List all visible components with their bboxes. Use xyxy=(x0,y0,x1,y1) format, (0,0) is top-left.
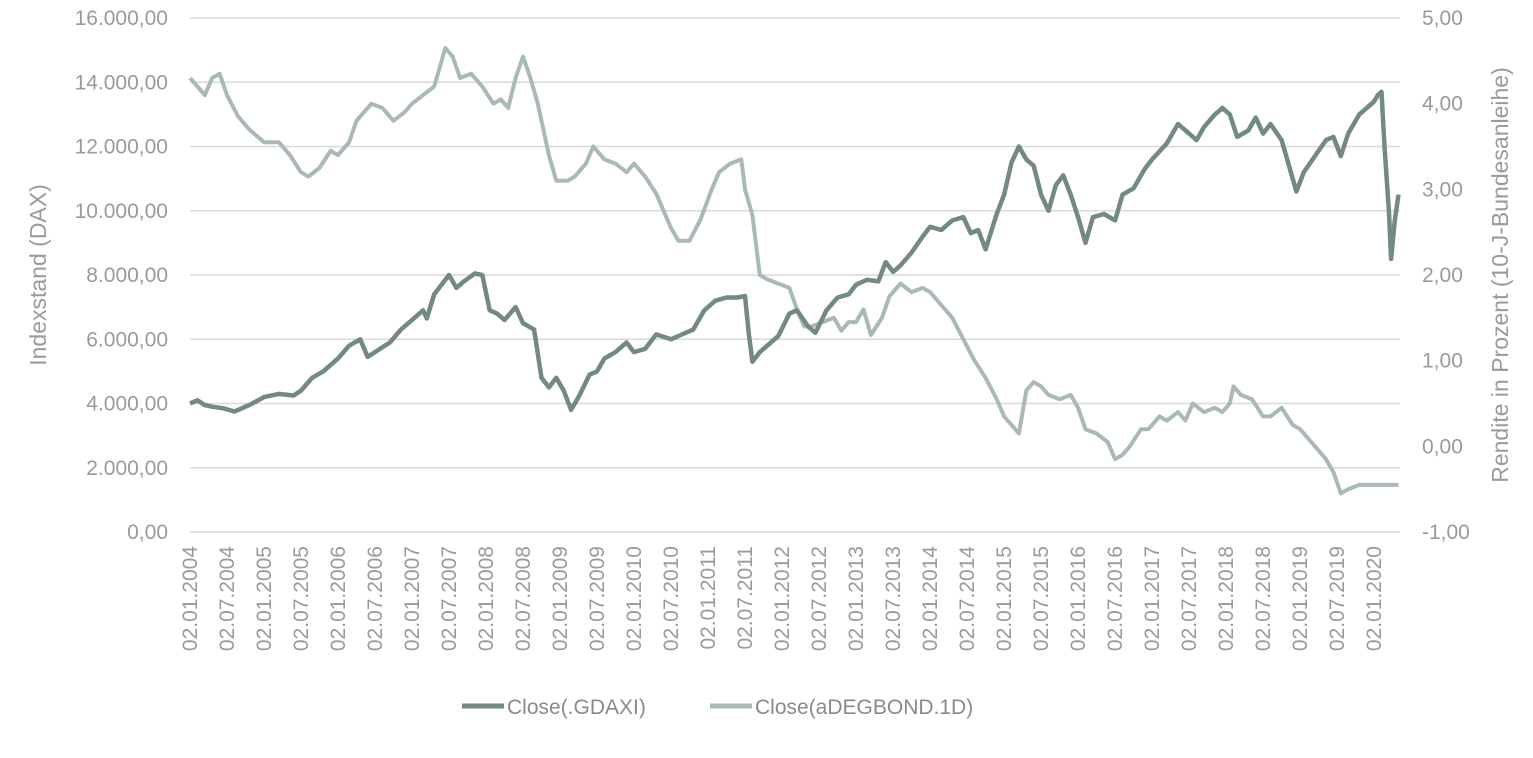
right-tick-label: 4,00 xyxy=(1422,93,1463,116)
left-tick-label: 0,00 xyxy=(127,521,168,544)
left-axis-title: Indexstand (DAX) xyxy=(25,184,51,366)
gridlines xyxy=(190,17,1400,469)
left-tick-label: 16.000,00 xyxy=(75,7,168,30)
series-line-bond-yield xyxy=(188,46,1399,496)
x-tick-label: 02.01.2013 xyxy=(845,546,868,651)
x-tick-label: 02.07.2005 xyxy=(290,546,313,651)
right-axis-title: Rendite in Prozent (10-J-Bundesanleihe) xyxy=(1487,67,1513,483)
left-tick-label: 14.000,00 xyxy=(75,71,168,94)
x-tick-label: 02.01.2011 xyxy=(697,546,720,650)
x-tick-label: 02.01.2005 xyxy=(253,546,276,651)
right-tick-label: 1,00 xyxy=(1422,350,1463,373)
x-tick-label: 02.01.2020 xyxy=(1363,546,1386,651)
x-tick-label: 02.01.2019 xyxy=(1289,546,1312,651)
left-axis-ticks: 0,00 2.000,00 4.000,00 6.000,00 8.000,00 10.0… xyxy=(75,7,168,544)
x-tick-label: 02.07.2015 xyxy=(1030,546,1053,651)
x-tick-label: 02.07.2012 xyxy=(808,546,831,651)
x-tick-label: 02.01.2010 xyxy=(623,546,646,651)
x-tick-label: 02.07.2014 xyxy=(956,546,979,651)
x-tick-label: 02.07.2011 xyxy=(734,546,757,650)
x-tick-label: 02.01.2015 xyxy=(993,546,1016,651)
x-tick-label: 02.07.2019 xyxy=(1326,546,1349,651)
x-axis-ticks: 02.01.2004 02.07.2004 02.01.2005 02.07.2005… xyxy=(179,546,1386,651)
x-tick-label: 02.01.2007 xyxy=(401,546,424,651)
x-tick-label: 02.01.2004 xyxy=(179,546,202,651)
x-tick-label: 02.01.2009 xyxy=(549,546,572,651)
x-tick-label: 02.01.2014 xyxy=(919,546,942,651)
x-tick-label: 02.01.2017 xyxy=(1141,546,1164,651)
right-axis-ticks: -1,00 0,00 1,00 2,00 3,00 4,00 5,00 xyxy=(1422,7,1470,544)
x-tick-label: 02.07.2008 xyxy=(512,546,535,651)
x-tick-label: 02.07.2004 xyxy=(216,546,239,651)
left-tick-label: 8.000,00 xyxy=(86,264,168,287)
x-tick-label: 02.01.2006 xyxy=(327,546,350,651)
right-tick-label: -1,00 xyxy=(1422,521,1470,544)
left-tick-label: 6.000,00 xyxy=(86,328,168,351)
x-tick-label: 02.07.2016 xyxy=(1104,546,1127,651)
x-tick-label: 02.07.2009 xyxy=(586,546,609,651)
legend-label-dax: Close(.GDAXI) xyxy=(507,696,646,719)
x-tick-label: 02.01.2018 xyxy=(1215,546,1238,651)
left-tick-label: 4.000,00 xyxy=(86,393,168,416)
right-tick-label: 0,00 xyxy=(1422,435,1463,458)
right-tick-label: 3,00 xyxy=(1422,178,1463,201)
x-tick-label: 02.01.2008 xyxy=(475,546,498,651)
x-tick-label: 02.07.2013 xyxy=(882,546,905,651)
x-tick-label: 02.07.2017 xyxy=(1178,546,1201,651)
x-tick-label: 02.01.2012 xyxy=(771,546,794,651)
series-line-dax xyxy=(189,89,1401,414)
left-tick-label: 10.000,00 xyxy=(75,200,168,223)
legend: Close(.GDAXI) Close(aDEGBOND.1D) xyxy=(462,696,973,719)
right-tick-label: 5,00 xyxy=(1422,7,1463,30)
legend-label-bond: Close(aDEGBOND.1D) xyxy=(755,696,973,719)
left-tick-label: 12.000,00 xyxy=(75,136,168,159)
x-tick-label: 02.07.2007 xyxy=(438,546,461,651)
x-tick-label: 02.07.2010 xyxy=(660,546,683,651)
x-tick-label: 02.07.2018 xyxy=(1252,546,1275,651)
x-tick-label: 02.07.2006 xyxy=(364,546,387,651)
right-tick-label: 2,00 xyxy=(1422,264,1463,287)
left-tick-label: 2.000,00 xyxy=(86,457,168,480)
x-tick-label: 02.01.2016 xyxy=(1067,546,1090,651)
